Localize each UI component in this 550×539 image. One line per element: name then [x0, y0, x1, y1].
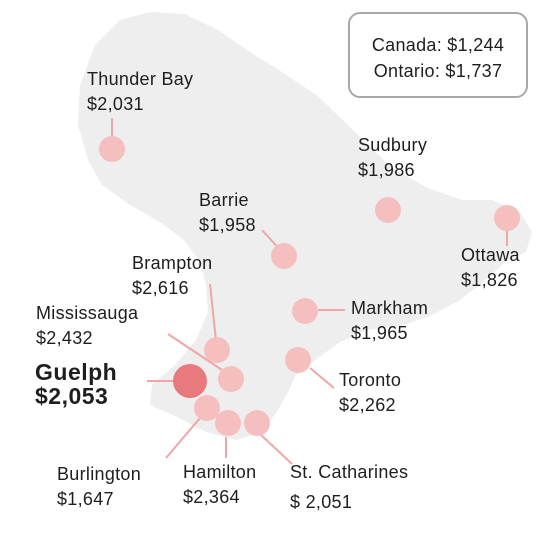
city-name: Burlington: [57, 464, 142, 484]
city-value: $1,958: [199, 215, 256, 235]
marker-barrie[interactable]: [271, 243, 297, 269]
leader-line-brampton: [209, 283, 217, 341]
city-name: Toronto: [339, 370, 402, 390]
city-name: Brampton: [132, 253, 213, 273]
ontario-land-shape: [78, 12, 532, 440]
label-burlington: Burlington $1,647: [57, 462, 141, 512]
marker-toronto[interactable]: [285, 347, 311, 373]
city-value: $2,432: [36, 328, 93, 348]
city-value: $1,647: [57, 489, 114, 509]
label-barrie: Barrie $1,958: [199, 188, 256, 238]
marker-brampton[interactable]: [204, 337, 230, 363]
city-name: Barrie: [199, 190, 249, 210]
leader-line-toronto: [309, 367, 335, 389]
city-name: Guelph: [35, 359, 118, 385]
legend-ontario: Ontario: $1,737: [373, 61, 503, 81]
city-name: Hamilton: [183, 462, 257, 482]
city-name: Markham: [351, 298, 429, 318]
city-value: $2,262: [339, 395, 396, 415]
leader-line-mississauga: [167, 333, 226, 373]
marker-guelph[interactable]: [173, 364, 207, 398]
city-value: $1,826: [461, 270, 518, 290]
leader-lines: [111, 118, 508, 465]
city-value: $1,965: [351, 323, 408, 343]
city-markers: [99, 136, 520, 436]
city-name: St. Catharines: [290, 462, 409, 482]
leader-line-st-catharines: [259, 433, 293, 465]
leader-line-burlington: [165, 417, 201, 459]
marker-thunder-bay[interactable]: [99, 136, 125, 162]
marker-markham[interactable]: [292, 298, 318, 324]
city-name: Thunder Bay: [87, 69, 194, 89]
marker-mississauga[interactable]: [218, 366, 244, 392]
city-name: Sudbury: [358, 135, 428, 155]
label-sudbury: Sudbury $1,986: [358, 133, 427, 183]
label-st-catharines: St. Catharines $ 2,051: [290, 460, 408, 515]
legend-canada: Canada: $1,244: [371, 35, 505, 55]
city-value: $ 2,051: [290, 492, 353, 512]
average-legend: Canada: $1,244 Ontario: $1,737: [348, 12, 528, 98]
city-name: Ottawa: [461, 245, 520, 265]
city-value: $2,616: [132, 278, 189, 298]
label-markham: Markham $1,965: [351, 296, 428, 346]
city-name: Mississauga: [36, 303, 139, 323]
label-brampton: Brampton $2,616: [132, 251, 212, 301]
marker-st-catharines[interactable]: [244, 410, 270, 436]
label-thunder-bay: Thunder Bay $2,031: [87, 67, 193, 117]
marker-burlington[interactable]: [194, 395, 220, 421]
label-toronto: Toronto $2,262: [339, 368, 401, 418]
marker-ottawa[interactable]: [494, 205, 520, 231]
label-ottawa: Ottawa $1,826: [461, 243, 520, 293]
city-value: $2,031: [87, 94, 144, 114]
city-value: $1,986: [358, 160, 415, 180]
marker-hamilton[interactable]: [215, 410, 241, 436]
label-guelph: Guelph $2,053: [35, 360, 117, 408]
marker-sudbury[interactable]: [375, 197, 401, 223]
city-value: $2,364: [183, 487, 240, 507]
label-hamilton: Hamilton $2,364: [183, 460, 256, 510]
city-value: $2,053: [35, 383, 109, 409]
label-mississauga: Mississauga $2,432: [36, 301, 138, 351]
